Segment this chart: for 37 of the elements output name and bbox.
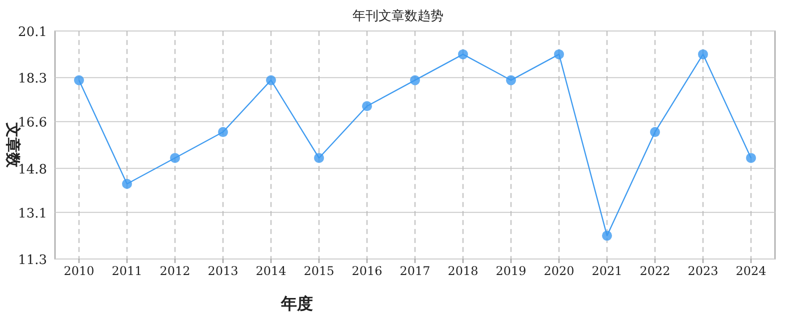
y-tick-label: 18.3 (18, 72, 47, 87)
x-tick-label: 2012 (160, 264, 190, 278)
point (746, 152, 756, 163)
point (602, 230, 612, 241)
point (170, 152, 180, 163)
x-tick-label: 2023 (688, 264, 718, 278)
chart-title: 年刊文章数趋势 (352, 9, 444, 24)
x-tick-label: 2017 (400, 264, 430, 278)
y-tick-label: 11.3 (18, 253, 47, 268)
y-tick-label: 20.1 (18, 25, 47, 40)
x-tick-label: 2016 (352, 264, 382, 278)
y-tick-label: 14.8 (18, 162, 47, 178)
x-tick-label: 2022 (640, 264, 670, 278)
x-tick-label: 2015 (304, 264, 334, 278)
x-tick-label: 2014 (256, 264, 287, 278)
x-tick-label: 2024 (736, 264, 767, 278)
point (458, 49, 468, 60)
point (698, 49, 708, 60)
point (506, 75, 516, 86)
point (266, 75, 276, 86)
x-tick-label: 2018 (448, 264, 478, 278)
x-tick-label: 2019 (496, 264, 526, 278)
x-tick-label: 2010 (64, 264, 94, 278)
point (122, 178, 132, 189)
point (218, 127, 228, 138)
x-tick-label: 2011 (112, 264, 142, 278)
point (74, 75, 84, 86)
point (314, 152, 324, 163)
point (362, 101, 372, 112)
y-tick-label: 13.1 (18, 206, 47, 222)
x-tick-label: 2020 (544, 264, 574, 278)
point (650, 127, 660, 138)
point (410, 75, 420, 86)
x-axis-title: 年度 (280, 294, 313, 313)
point (554, 49, 564, 60)
x-tick-label: 2021 (592, 264, 622, 278)
x-tick-label: 2013 (208, 264, 238, 278)
